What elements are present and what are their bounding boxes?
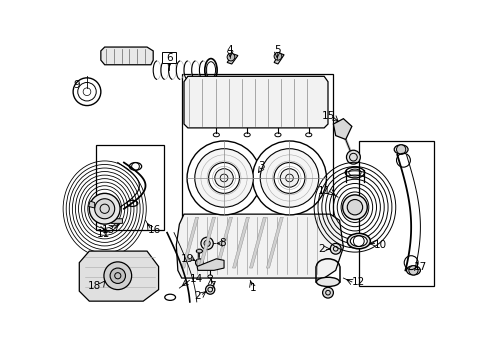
Polygon shape xyxy=(182,217,198,268)
Bar xyxy=(182,74,333,248)
Circle shape xyxy=(195,259,203,266)
Circle shape xyxy=(89,193,120,224)
Circle shape xyxy=(104,262,131,289)
Text: 3: 3 xyxy=(257,161,264,171)
Text: 11: 11 xyxy=(317,186,330,196)
Polygon shape xyxy=(266,217,283,268)
Circle shape xyxy=(201,237,213,249)
Circle shape xyxy=(214,169,233,187)
Circle shape xyxy=(342,195,366,220)
Circle shape xyxy=(274,53,281,60)
Circle shape xyxy=(322,287,333,298)
Text: 7: 7 xyxy=(209,281,215,291)
Circle shape xyxy=(187,141,261,215)
Polygon shape xyxy=(107,214,122,223)
Circle shape xyxy=(252,141,326,215)
Bar xyxy=(96,145,163,230)
Circle shape xyxy=(95,199,115,219)
Text: 10: 10 xyxy=(373,240,386,250)
Polygon shape xyxy=(226,54,238,64)
Polygon shape xyxy=(333,119,351,139)
Circle shape xyxy=(110,268,125,283)
Polygon shape xyxy=(198,217,215,268)
Text: 9: 9 xyxy=(73,80,80,90)
Text: 17: 17 xyxy=(413,261,426,271)
Text: 2: 2 xyxy=(317,244,324,254)
Text: 1: 1 xyxy=(249,283,256,293)
Text: 6: 6 xyxy=(166,53,172,63)
Polygon shape xyxy=(183,76,327,128)
Text: 8: 8 xyxy=(219,238,225,248)
Circle shape xyxy=(205,285,214,294)
Circle shape xyxy=(280,169,298,187)
Circle shape xyxy=(346,199,362,215)
Text: 16: 16 xyxy=(148,225,161,235)
Text: 18: 18 xyxy=(88,281,101,291)
Ellipse shape xyxy=(346,233,369,249)
Polygon shape xyxy=(274,53,284,64)
Polygon shape xyxy=(232,217,249,268)
Polygon shape xyxy=(197,259,224,270)
Bar xyxy=(162,53,176,63)
Circle shape xyxy=(408,266,417,275)
Circle shape xyxy=(396,145,405,154)
Polygon shape xyxy=(249,217,266,268)
Text: 14: 14 xyxy=(189,274,203,284)
Ellipse shape xyxy=(406,266,420,275)
Text: 5: 5 xyxy=(273,45,280,55)
Text: 13: 13 xyxy=(102,225,115,235)
Text: 4: 4 xyxy=(226,45,233,55)
Ellipse shape xyxy=(316,277,339,287)
Text: 15: 15 xyxy=(321,111,334,121)
Circle shape xyxy=(260,149,318,207)
Ellipse shape xyxy=(349,236,366,247)
Circle shape xyxy=(274,163,305,193)
Text: 12: 12 xyxy=(351,277,365,287)
Bar xyxy=(358,141,433,286)
Circle shape xyxy=(226,53,234,61)
Ellipse shape xyxy=(393,145,407,154)
Circle shape xyxy=(346,150,360,164)
Text: 19: 19 xyxy=(180,254,193,264)
Ellipse shape xyxy=(196,249,202,253)
Polygon shape xyxy=(215,217,232,268)
Circle shape xyxy=(329,243,341,254)
Circle shape xyxy=(208,163,239,193)
Polygon shape xyxy=(101,47,153,65)
Text: 2: 2 xyxy=(193,291,200,301)
Text: 11: 11 xyxy=(97,229,110,239)
Circle shape xyxy=(194,149,253,207)
Polygon shape xyxy=(176,214,343,278)
Polygon shape xyxy=(88,201,95,208)
Polygon shape xyxy=(79,251,158,301)
